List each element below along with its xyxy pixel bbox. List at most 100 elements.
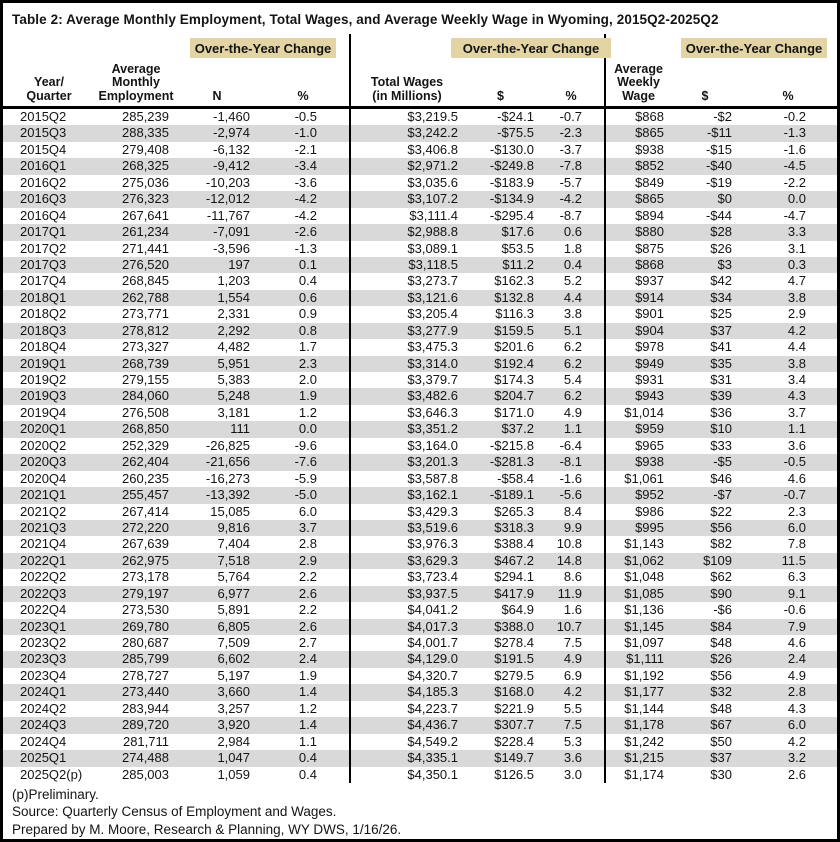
cell-year-quarter: 2020Q1 bbox=[20, 421, 67, 437]
banner-cell-wages: Over-the-Year Change bbox=[451, 34, 611, 61]
cell-value: $1,144 bbox=[624, 700, 664, 716]
cell-year-quarter: 2024Q4 bbox=[20, 733, 67, 749]
table-row: 2020Q4 260,235 -16,273 -5.9 $3,587.8 -$58.4 -1… bbox=[3, 470, 837, 488]
cell-value: 6,977 bbox=[217, 585, 250, 601]
cell-year-quarter: 2019Q2 bbox=[20, 372, 67, 387]
cell-year-quarter: 2021Q4 bbox=[20, 536, 67, 552]
cell-value: $4,185.3 bbox=[407, 684, 458, 700]
cell-year-quarter: 2022Q1 bbox=[20, 552, 67, 568]
cell-value: $37 bbox=[710, 322, 732, 338]
cell-value: 10.7 bbox=[538, 618, 606, 635]
cell-value: $1,174 bbox=[624, 766, 664, 782]
over-the-year-change-banner: Over-the-Year Change bbox=[451, 38, 611, 58]
cell-value: -0.2 bbox=[783, 109, 806, 124]
cell-value: 0.9 bbox=[257, 306, 351, 323]
cell-value: $1,215 bbox=[624, 750, 664, 766]
cell-value: $3,519.6 bbox=[407, 519, 458, 535]
cell-year-quarter: 2023Q1 bbox=[20, 618, 67, 634]
cell-year-quarter: 2017Q2 bbox=[20, 240, 67, 256]
cell-value: 4.7 bbox=[787, 273, 806, 289]
cell-value: -4.2 bbox=[257, 207, 351, 225]
cell-value: $3,273.7 bbox=[407, 273, 458, 289]
cell-value: $171.0 bbox=[494, 404, 534, 420]
cell-value: -$295.4 bbox=[489, 207, 534, 223]
cell-value: 285,003 bbox=[122, 766, 169, 782]
cell-value: 1.1 bbox=[538, 421, 606, 438]
cell-value: $4,320.7 bbox=[407, 667, 458, 683]
cell-value: $109 bbox=[703, 552, 732, 568]
cell-value: 281,711 bbox=[122, 733, 169, 749]
cell-value: $388.0 bbox=[494, 618, 534, 634]
cell-value: 2.3 bbox=[787, 503, 806, 519]
cell-value: 2.9 bbox=[257, 552, 351, 570]
cell-value: 2,331 bbox=[217, 306, 250, 322]
cell-value: 3.4 bbox=[787, 372, 806, 387]
cell-value: 278,727 bbox=[122, 667, 169, 683]
col-header-pct-employment: % bbox=[257, 61, 351, 109]
col-header-total-wages: Total Wages (in Millions) bbox=[350, 61, 463, 109]
table-row: 2025Q2(p) 285,003 1,059 0.4 $4,350.1 $126.5 3.… bbox=[3, 766, 837, 783]
cell-value: 1,059 bbox=[217, 766, 250, 782]
cell-value: 6.0 bbox=[787, 519, 806, 535]
cell-value: $168.0 bbox=[494, 684, 534, 700]
table-row: 2021Q2 267,414 15,085 6.0 $3,429.3 $265.3 8.4 $… bbox=[3, 503, 837, 520]
cell-value: 9.1 bbox=[787, 585, 806, 601]
cell-value: $1,062 bbox=[624, 552, 664, 568]
cell-value: $938 bbox=[635, 454, 664, 470]
cell-value: -0.5 bbox=[783, 454, 806, 470]
cell-value: -1.6 bbox=[538, 470, 606, 488]
cell-value: 3.7 bbox=[787, 404, 806, 420]
cell-value: 5.4 bbox=[538, 372, 606, 389]
cell-value: 285,799 bbox=[122, 651, 169, 667]
cell-value: 260,235 bbox=[122, 470, 169, 486]
table-row: 2020Q3 262,404 -21,656 -7.6 $3,201.3 -$281.3-… bbox=[3, 454, 837, 471]
cell-value: 4.6 bbox=[787, 470, 806, 486]
cell-year-quarter: 2024Q3 bbox=[20, 717, 67, 733]
cell-value: $39 bbox=[710, 388, 732, 404]
cell-value: 1,203 bbox=[217, 273, 250, 289]
cell-value: -1.3 bbox=[257, 240, 351, 257]
table-row: 2017Q2 271,441 -3,596 -1.3 $3,089.1 $53.5 1.8 $… bbox=[3, 240, 837, 257]
cell-year-quarter: 2022Q3 bbox=[20, 585, 67, 601]
cell-value: $159.5 bbox=[494, 322, 534, 338]
cell-value: -6.4 bbox=[538, 437, 606, 455]
cell-value: -3.6 bbox=[257, 174, 351, 192]
cell-year-quarter: 2023Q3 bbox=[20, 651, 67, 667]
cell-year-quarter: 2023Q4 bbox=[20, 667, 67, 683]
cell-value: 5.1 bbox=[538, 322, 606, 340]
cell-value: $3,107.2 bbox=[407, 191, 458, 207]
cell-value: -$15 bbox=[705, 141, 732, 157]
cell-value: $3,937.5 bbox=[407, 585, 458, 601]
cell-value: $11.2 bbox=[502, 256, 534, 272]
cell-value: 2.2 bbox=[257, 569, 351, 586]
cell-value: -5.0 bbox=[257, 487, 351, 504]
col-header-avg-weekly-wage: Average Weekly Wage bbox=[605, 61, 671, 109]
employment-wages-table: Over-the-Year Change Over-the-Year Chang… bbox=[3, 34, 837, 783]
cell-value: -$24.1 bbox=[497, 109, 534, 124]
cell-value: 3.0 bbox=[538, 766, 606, 783]
cell-value: 5,764 bbox=[217, 569, 250, 585]
cell-value: $82 bbox=[710, 536, 732, 552]
cell-year-quarter: 2015Q3 bbox=[20, 125, 67, 141]
cell-value: 0.4 bbox=[257, 750, 351, 767]
banner-row: Over-the-Year Change Over-the-Year Chang… bbox=[3, 34, 837, 61]
cell-value: 285,239 bbox=[122, 109, 169, 124]
cell-value: $17.6 bbox=[501, 224, 534, 240]
cell-value: 3.2 bbox=[787, 750, 806, 766]
cell-year-quarter: 2022Q4 bbox=[20, 602, 67, 618]
cell-value: $3,314.0 bbox=[407, 355, 458, 371]
cell-value: 267,641 bbox=[122, 207, 169, 223]
table-row: 2016Q4 267,641 -11,767 -4.2 $3,111.4 -$295.4-… bbox=[3, 207, 837, 225]
cell-year-quarter: 2018Q1 bbox=[20, 289, 67, 305]
table-row: 2024Q4 281,711 2,984 1.1 $4,549.2 $228.4 5.3 $1… bbox=[3, 733, 837, 751]
cell-value: 2.3 bbox=[257, 355, 351, 372]
cell-value: 273,178 bbox=[122, 569, 169, 585]
cell-value: 15,085 bbox=[210, 503, 250, 519]
cell-value: 1.1 bbox=[787, 421, 806, 437]
col-header-year-quarter: Year/ Quarter bbox=[3, 61, 95, 109]
cell-value: 1.9 bbox=[257, 388, 351, 405]
cell-value: $3,629.3 bbox=[407, 552, 458, 568]
cell-value: $192.4 bbox=[494, 355, 534, 371]
cell-value: -$134.9 bbox=[489, 191, 534, 207]
cell-value: 6.0 bbox=[257, 503, 351, 520]
